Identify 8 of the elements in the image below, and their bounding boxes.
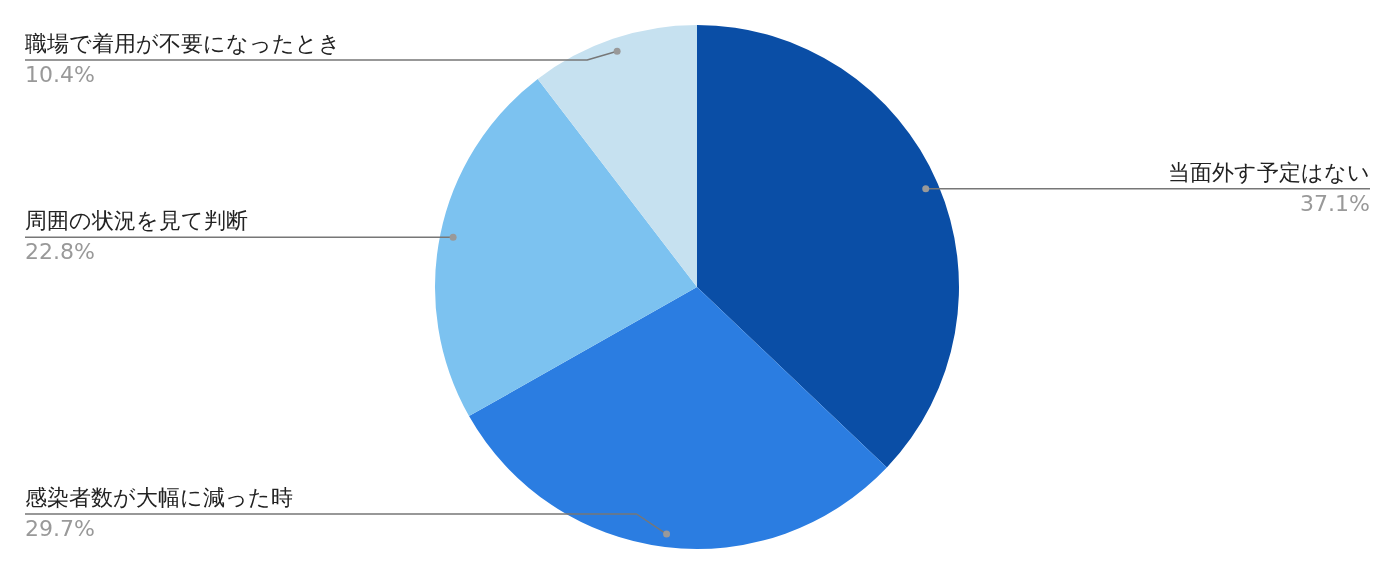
data-label: 10.4%	[25, 61, 95, 87]
slice-label: 当面外す予定はない	[1168, 159, 1370, 185]
slice-label: 職場で着用が不要になったとき	[25, 30, 341, 56]
data-label: 29.7%	[25, 515, 95, 541]
data-label: 22.8%	[25, 239, 95, 265]
slice-label: 感染者数が大幅に減った時	[25, 484, 293, 510]
data-label: 37.1%	[1300, 190, 1370, 216]
slice-label: 周囲の状況を見て判断	[25, 208, 248, 234]
